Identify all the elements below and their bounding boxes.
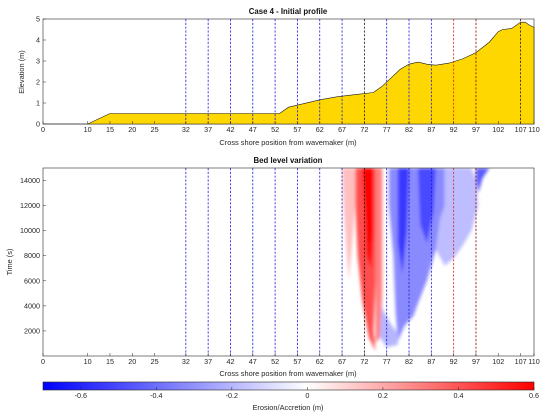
profile-x-tick-label: 25	[151, 125, 159, 134]
profile-y-tick-label: 2	[36, 78, 40, 87]
bed-level-x-label: Cross shore position from wavemaker (m)	[219, 369, 356, 378]
profile-x-tick-label: 67	[338, 125, 346, 134]
colorbar: -0.6 -0.4 -0.2 0 0.2 0.4 0.6 Erosion/Accretion…	[42, 381, 539, 412]
bed-level-title: Bed level variation	[254, 156, 323, 165]
profile-x-tick-label: 110	[528, 125, 539, 134]
bed-level-region-5	[397, 168, 410, 275]
profile-y-tick-label: 0	[36, 120, 40, 129]
profile-fill	[43, 21, 535, 125]
bed-level-panel: Bed level variation 0 10 15 20 25 32 37 42 47 52 5…	[5, 156, 540, 378]
profile-x-tick-label: 32	[182, 125, 190, 134]
bed-level-y-tick-label: 8000	[24, 251, 40, 260]
bed-level-gauge-lines	[185, 168, 477, 356]
bed-level-x-tick-label: 57	[293, 357, 301, 366]
bed-level-region-8	[475, 168, 490, 194]
profile-panel: Case 4 - Initial profile 0 10 15 20 25 32 37 42…	[17, 7, 540, 147]
profile-x-tick-label: 57	[293, 125, 301, 134]
profile-y-label: Elevation (m)	[17, 50, 26, 94]
bed-level-y-tick-label: 12000	[20, 201, 40, 210]
bed-level-region-9	[380, 293, 398, 348]
profile-y-tick-label: 1	[36, 99, 40, 108]
bed-level-x-ticks: 0 10 15 20 25 32 37 42 47 52 57 62 67 72 77 82 87 92 97 102…	[41, 353, 540, 366]
bed-level-x-tick-label: 0	[41, 357, 45, 366]
profile-y-ticks: 0 1 2 3 4 5	[36, 15, 46, 129]
profile-gauge-lines	[185, 19, 522, 124]
colorbar-tick-label: 0.6	[529, 391, 539, 400]
profile-x-tick-label: 102	[492, 125, 504, 134]
bed-level-x-tick-label: 42	[226, 357, 234, 366]
bed-level-x-tick-label: 72	[360, 357, 368, 366]
colorbar-tick-label: 0.2	[378, 391, 388, 400]
bed-level-heatmap	[342, 168, 490, 351]
profile-y-tick-label: 4	[36, 36, 40, 45]
bed-level-region-0	[342, 168, 356, 281]
profile-x-tick-label: 10	[84, 125, 92, 134]
profile-x-tick-label: 20	[128, 125, 136, 134]
bed-level-x-tick-label: 47	[249, 357, 257, 366]
bed-level-x-tick-label: 20	[128, 357, 136, 366]
bed-level-x-tick-label: 67	[338, 357, 346, 366]
bed-level-y-tick-label: 4000	[24, 301, 40, 310]
profile-x-tick-label: 47	[249, 125, 257, 134]
bed-level-region-7	[435, 168, 479, 266]
bed-level-y-ticks: 2000 4000 6000 8000 10000 12000 14000	[20, 176, 46, 335]
colorbar-gradient	[42, 381, 535, 391]
profile-title: Case 4 - Initial profile	[249, 7, 328, 16]
colorbar-label: Erosion/Accretion (m)	[252, 403, 323, 412]
bed-level-y-tick-label: 6000	[24, 276, 40, 285]
bed-level-x-tick-label: 110	[528, 357, 539, 366]
bed-level-axes-frame	[42, 167, 535, 357]
profile-x-tick-label: 15	[106, 125, 114, 134]
bed-level-x-tick-label: 82	[405, 357, 413, 366]
bed-level-region-3	[375, 168, 383, 344]
bed-level-x-tick-label: 15	[106, 357, 114, 366]
bed-level-y-tick-label: 2000	[24, 326, 40, 335]
colorbar-tick-label: 0	[305, 391, 309, 400]
bed-level-x-tick-label: 97	[472, 357, 480, 366]
profile-y-tick-label: 3	[36, 57, 40, 66]
bed-level-x-tick-label: 37	[204, 357, 212, 366]
profile-x-ticks: 0 10 15 20 25 32 37 42 47 52 57 62 67 72 77 82 87 92 97 102…	[41, 121, 540, 134]
profile-x-tick-label: 62	[316, 125, 324, 134]
profile-x-tick-label: 92	[450, 125, 458, 134]
bed-level-x-tick-label: 107	[515, 357, 527, 366]
bed-level-region-6	[417, 168, 436, 244]
colorbar-tick-label: -0.6	[75, 391, 87, 400]
bed-level-y-tick-label: 10000	[20, 226, 40, 235]
profile-x-tick-label: 97	[472, 125, 480, 134]
colorbar-tick-label: 0.4	[453, 391, 463, 400]
profile-y-tick-label: 5	[36, 15, 40, 24]
bed-level-x-tick-label: 62	[316, 357, 324, 366]
profile-x-tick-label: 87	[427, 125, 435, 134]
profile-x-tick-label: 42	[226, 125, 234, 134]
profile-x-label: Cross shore position from wavemaker (m)	[219, 138, 356, 147]
profile-x-tick-label: 37	[204, 125, 212, 134]
bed-level-x-tick-label: 52	[271, 357, 279, 366]
colorbar-tick-label: -0.4	[150, 391, 162, 400]
bed-level-y-tick-label: 14000	[20, 176, 40, 185]
profile-x-tick-label: 77	[383, 125, 391, 134]
profile-x-tick-label: 107	[515, 125, 527, 134]
bed-level-x-tick-label: 10	[84, 357, 92, 366]
bed-level-y-label: Time (s)	[5, 249, 14, 276]
profile-x-tick-label: 52	[271, 125, 279, 134]
bed-level-x-tick-label: 92	[450, 357, 458, 366]
profile-x-tick-label: 82	[405, 125, 413, 134]
bed-level-x-tick-label: 102	[492, 357, 504, 366]
profile-x-tick-label: 72	[360, 125, 368, 134]
bed-level-x-tick-label: 77	[383, 357, 391, 366]
bed-level-x-tick-label: 32	[182, 357, 190, 366]
bed-level-x-tick-label: 87	[427, 357, 435, 366]
colorbar-tick-label: -0.2	[226, 391, 238, 400]
colorbar-ticks: -0.6 -0.4 -0.2 0 0.2 0.4 0.6	[75, 387, 539, 400]
profile-x-tick-label: 0	[41, 125, 45, 134]
bed-level-region-2	[362, 168, 374, 269]
profile-area	[43, 21, 535, 125]
bed-level-x-tick-label: 25	[151, 357, 159, 366]
